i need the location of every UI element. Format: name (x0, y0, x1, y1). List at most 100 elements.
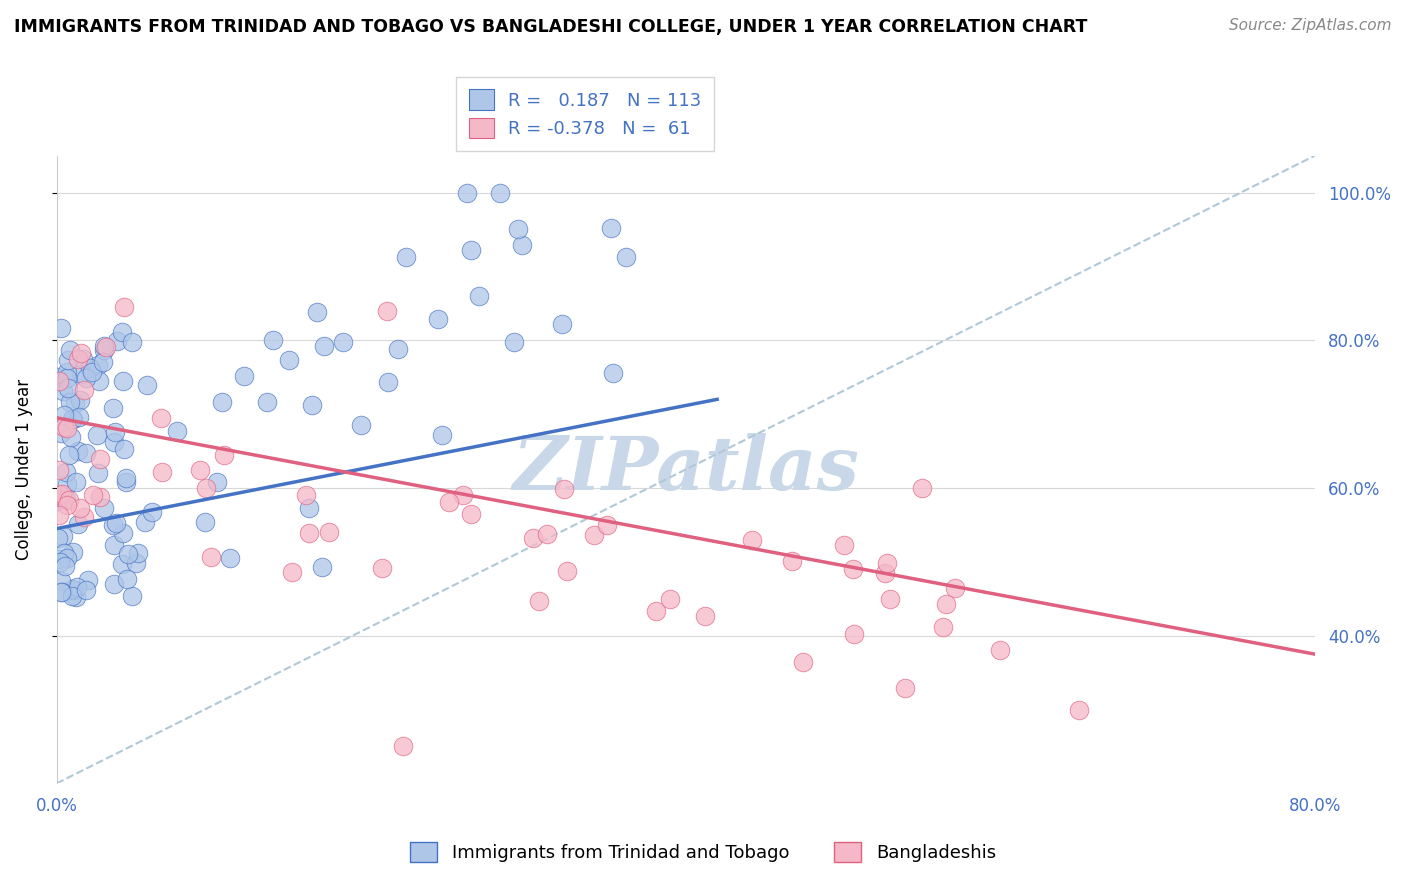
Point (56, 498, 79, 512)
Point (105, 334, 128, 349)
Point (67, 443, 90, 458)
Point (1067, 702, 1090, 716)
Point (79, 360, 101, 375)
Point (87, 467, 110, 481)
Point (614, 251, 637, 265)
Point (842, 561, 865, 575)
Point (645, 604, 668, 618)
Point (212, 448, 235, 462)
Point (60, 582, 83, 596)
Point (451, 488, 474, 502)
Point (48, 531, 70, 545)
Point (371, 561, 394, 575)
Point (910, 481, 932, 495)
Point (86, 427, 108, 442)
Point (59, 343, 82, 357)
Point (69, 392, 91, 407)
Point (76, 573, 98, 587)
Text: ZIPatlas: ZIPatlas (512, 434, 859, 506)
Y-axis label: College, Under 1 year: College, Under 1 year (15, 379, 32, 560)
Point (52, 546, 75, 560)
Point (72, 352, 94, 367)
Point (194, 481, 217, 495)
Point (460, 508, 482, 522)
Point (48, 463, 70, 477)
Point (468, 289, 491, 303)
Point (46, 551, 69, 566)
Point (489, 186, 512, 200)
Point (75, 446, 97, 460)
Point (522, 531, 544, 545)
Point (56, 371, 79, 385)
Point (387, 342, 409, 356)
Point (70, 368, 93, 382)
Point (75, 371, 97, 385)
Point (596, 517, 619, 532)
Point (93, 501, 115, 516)
Point (62, 411, 84, 425)
Point (51, 585, 73, 599)
Point (112, 442, 135, 456)
Point (45, 369, 67, 384)
Point (60, 411, 83, 425)
Point (82, 488, 104, 502)
Point (45, 494, 67, 508)
Point (115, 471, 138, 485)
Point (555, 564, 578, 578)
Point (60, 589, 83, 603)
Point (52, 529, 75, 543)
Point (456, 186, 478, 200)
Point (205, 475, 228, 489)
Point (65, 475, 87, 489)
Point (834, 538, 856, 552)
Point (127, 545, 149, 559)
Point (510, 238, 533, 252)
Point (93, 343, 115, 358)
Point (114, 301, 136, 315)
Point (350, 418, 373, 433)
Point (69, 500, 91, 515)
Point (394, 250, 416, 264)
Point (48, 508, 70, 523)
Point (125, 556, 148, 570)
Point (104, 425, 127, 439)
Point (298, 525, 321, 540)
Point (150, 465, 173, 479)
Point (49, 585, 72, 599)
Point (104, 516, 127, 530)
Point (60, 430, 83, 444)
Point (141, 505, 163, 519)
Point (101, 401, 124, 416)
Point (583, 527, 606, 541)
Point (103, 434, 125, 449)
Point (66, 580, 89, 594)
Point (55, 492, 77, 507)
Point (114, 475, 136, 489)
Point (94, 340, 117, 354)
Point (49, 555, 72, 569)
Point (391, 739, 413, 754)
Point (506, 221, 529, 235)
Point (792, 655, 814, 669)
Point (311, 559, 333, 574)
Point (935, 597, 957, 611)
Point (66, 516, 89, 531)
Point (281, 565, 304, 579)
Text: Source: ZipAtlas.com: Source: ZipAtlas.com (1229, 18, 1392, 33)
Point (110, 557, 132, 571)
Point (112, 374, 135, 388)
Point (52, 420, 75, 434)
Point (103, 576, 125, 591)
Point (110, 326, 132, 340)
Point (232, 369, 254, 384)
Point (103, 538, 125, 552)
Point (51, 487, 73, 501)
Point (91, 355, 114, 369)
Point (659, 591, 682, 606)
Point (200, 549, 222, 564)
Point (437, 495, 460, 509)
Point (117, 547, 139, 561)
Point (53, 408, 76, 422)
Point (53, 558, 76, 573)
Point (502, 335, 524, 350)
